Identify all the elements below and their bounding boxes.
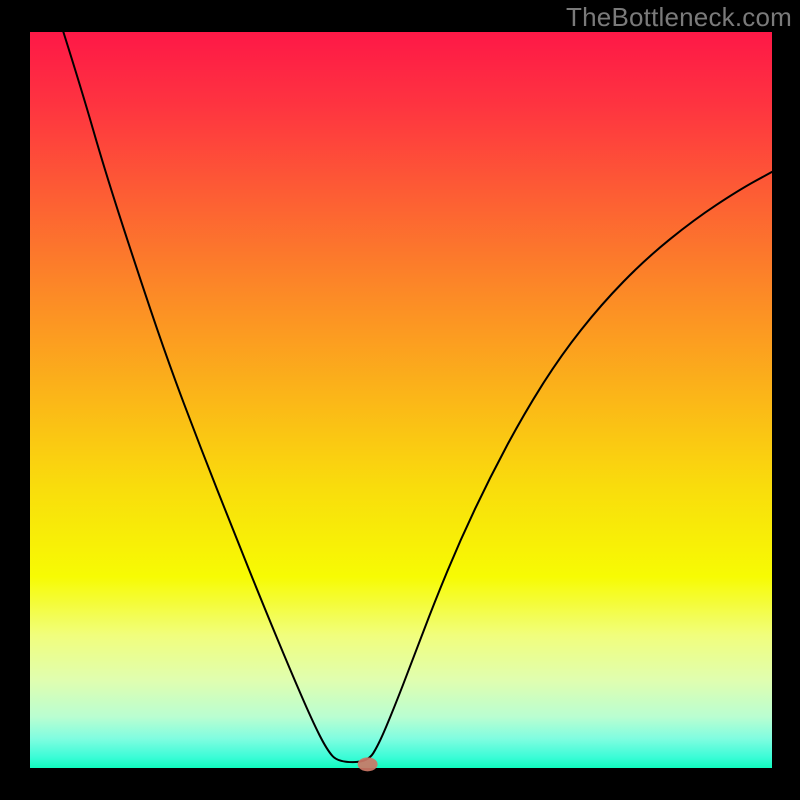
watermark-text: TheBottleneck.com [566,2,792,33]
bottleneck-chart [0,0,800,800]
chart-plot-background [30,32,772,768]
chart-container: TheBottleneck.com [0,0,800,800]
optimal-point-marker [358,757,378,771]
